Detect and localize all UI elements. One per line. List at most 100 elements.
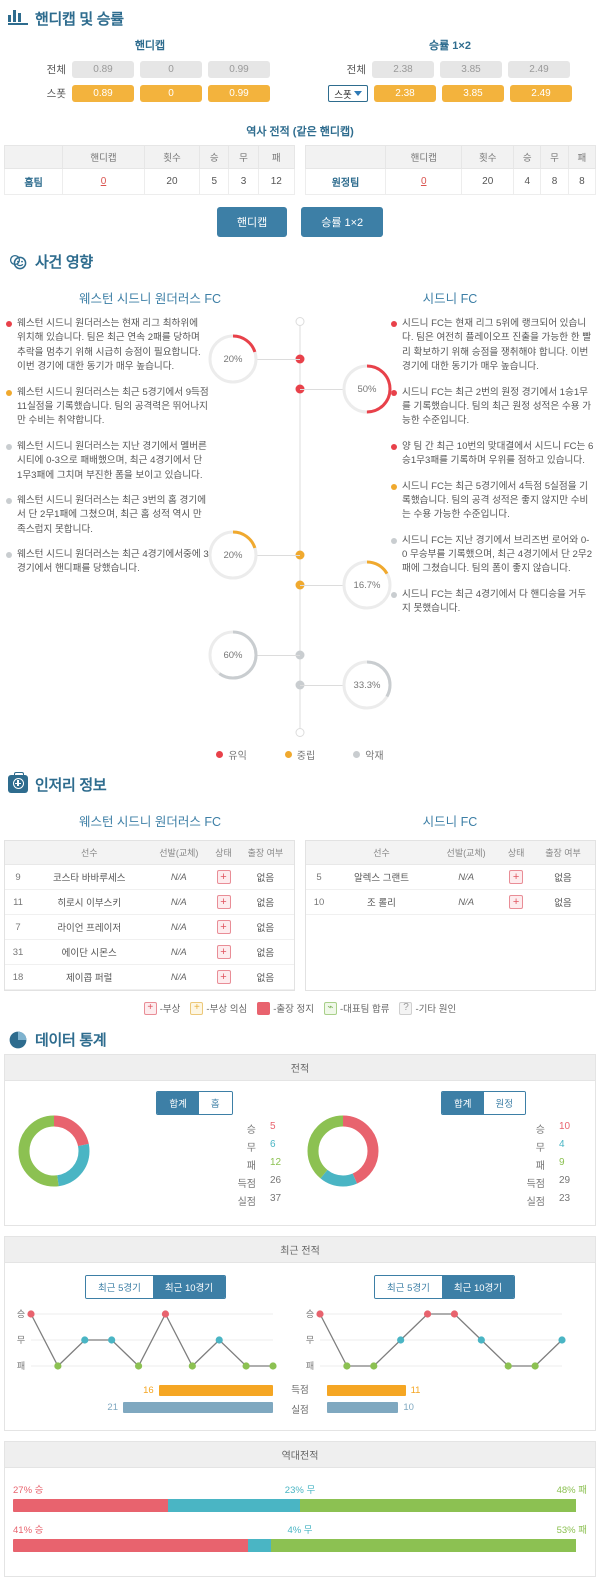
smiley-icon (8, 252, 28, 272)
toggle-option[interactable]: 최근 10경기 (441, 1276, 515, 1298)
record-charts-row: 합계 홈 승 5 무 6 패 12 득점 26 실점 37 합계 원정 승 10 무 4 패 9 득점 29 실점 23 (11, 1091, 589, 1211)
record-values: 합계 원정 승 10 무 4 패 9 득점 29 실점 23 (386, 1091, 589, 1211)
impact-percent-ring: 20% (206, 332, 260, 386)
toggle-option[interactable]: 최근 10경기 (152, 1276, 226, 1298)
player-available: 없음 (236, 889, 294, 915)
injury-legend-item: + -부상 의심 (190, 1001, 247, 1015)
record-scope-toggle[interactable]: 합계 원정 (441, 1091, 526, 1115)
handicap-row-all: 전체 0.89 0 0.99 (0, 61, 300, 78)
handicap-button[interactable]: 핸디캡 (216, 207, 288, 237)
handicap-odds-column: 핸디캡 전체 0.89 0 0.99 스폿 0.89 0 0.99 (0, 35, 300, 109)
record-stat-label: 패 (535, 1161, 545, 1172)
away-handicap-value[interactable]: 0 (385, 168, 463, 195)
record-stat-label: 승 (246, 1125, 256, 1136)
svg-text:패: 패 (17, 1361, 25, 1371)
section-title-event: 사건 영향 (35, 254, 93, 271)
table-row: 7 라이언 프레이저 N/A + 없음 (5, 914, 294, 940)
impact-tone-dot (391, 537, 397, 544)
history-buttons: 핸디캡 승률 1×2 (0, 207, 600, 237)
handicap-spot-v1[interactable]: 0.89 (72, 85, 134, 102)
medical-kit-icon (8, 771, 28, 795)
form-range-toggle[interactable]: 최근 5경기 최근 10경기 (84, 1275, 227, 1299)
toggle-option[interactable]: 합계 (157, 1092, 199, 1114)
handicap-spot-v3[interactable]: 0.99 (208, 85, 270, 102)
player-lineup: N/A (147, 939, 211, 965)
timeline-connector (300, 685, 367, 686)
moneyline-spot-v1[interactable]: 2.38 (374, 85, 436, 102)
player-name: 코스타 바바루세스 (31, 864, 148, 890)
svg-text:패: 패 (306, 1361, 314, 1371)
home-handicap-value[interactable]: 0 (62, 168, 145, 195)
moneyline-all-v1: 2.38 (372, 61, 434, 78)
injury-legend: + -부상 + -부상 의심 -출장 정지 ⌁ -대표팀 합류? -기타 원인 (0, 991, 600, 1021)
player-status: + (501, 864, 531, 890)
record-stat-label: 무 (535, 1143, 545, 1154)
injury-th (5, 841, 31, 865)
timeline-connector (233, 359, 300, 360)
injury-table-away: 선수 선발(교체) 상태 출장 여부 5 알렉스 그랜트 N/A + 없음 10 조 롤리 N/A + 없… (306, 841, 595, 915)
record-scope-toggle[interactable]: 합계 홈 (156, 1091, 233, 1115)
toggle-option[interactable]: 홈 (198, 1092, 232, 1114)
h2h-labels: 27% 승 23% 무 48% 패 (13, 1482, 587, 1496)
form-toggle-wrap: 최근 5경기 최근 10경기 (300, 1273, 589, 1309)
toggle-option[interactable]: 최근 5경기 (374, 1276, 442, 1298)
h2h-track (13, 1499, 587, 1512)
player-number: 31 (5, 939, 31, 965)
timeline-cap-top (295, 317, 305, 326)
toggle-option[interactable]: 합계 (442, 1092, 484, 1114)
home-team-name: 웨스턴 시드니 원더러스 FC (78, 292, 222, 306)
impact-text: 웨스턴 시드니 원더러스는 최근 3번의 홈 경기에서 단 2무1패에 그쳤으며… (17, 494, 207, 535)
injury-th (306, 841, 332, 865)
injury-legend-swatch: ⌁ (323, 1001, 337, 1015)
record-donut-chart (300, 1108, 386, 1194)
impact-tone-dot (391, 483, 397, 490)
chevron-down-icon (353, 91, 362, 96)
impact-tone-dot (391, 443, 397, 450)
record-stat-row: 실점 23 (386, 1193, 581, 1208)
legend-dot (284, 751, 292, 758)
timeline-connector (300, 585, 367, 586)
form-range-toggle[interactable]: 최근 5경기 최근 10경기 (373, 1275, 516, 1299)
player-available: 없음 (236, 864, 294, 890)
timeline-node (295, 650, 305, 660)
player-available: 없음 (531, 864, 595, 890)
form-line-svg: 승무패 (306, 1309, 566, 1371)
handicap-all-v1: 0.89 (72, 61, 134, 78)
injury-home-team-name: 웨스턴 시드니 원더러스 FC (78, 815, 222, 829)
table-row: 11 히로시 이부스키 N/A + 없음 (5, 889, 294, 915)
injury-plus-icon: + (216, 870, 231, 884)
handicap-all-v3: 0.99 (208, 61, 270, 78)
event-impact-item: 양 팀 간 최근 10번의 맞대결에서 시드니 FC는 6승1무3패를 기록하며… (391, 440, 594, 469)
impact-text: 시드니 FC는 최근 5경기에서 4득점 5실점을 기록했습니다. 팀의 공격 … (402, 480, 589, 521)
player-lineup: N/A (147, 889, 211, 915)
impact-percent-ring: 50% (340, 362, 394, 416)
moneyline-spot-v3[interactable]: 2.49 (510, 85, 572, 102)
table-header-row: 선수 선발(교체) 상태 출장 여부 (306, 841, 595, 865)
event-impact-item: 웨스턴 시드니 원더러스는 현재 리그 최하위에 위치해 있습니다. 팀은 최근… (6, 317, 209, 375)
h2h-row: 27% 승 23% 무 48% 패 (13, 1482, 587, 1512)
moneyline-spot-v2[interactable]: 3.85 (442, 85, 504, 102)
bookmaker-select[interactable]: 스폿 (328, 85, 368, 102)
legend-dot (353, 751, 361, 758)
injury-box-away: 선수 선발(교체) 상태 출장 여부 5 알렉스 그랜트 N/A + 없음 10 조 롤리 N/A + 없… (305, 840, 596, 991)
goal-value: 21 (107, 1402, 118, 1413)
panel-recent-title: 최근 전적 (5, 1237, 595, 1263)
injury-legend-label: -부상 (159, 1004, 181, 1015)
injury-legend-swatch: ? (399, 1001, 413, 1015)
impact-tone-dot (6, 321, 12, 327)
h2h-seg-win (13, 1539, 249, 1552)
moneyline-button[interactable]: 승률 1×2 (301, 207, 384, 237)
player-number: 5 (306, 864, 332, 890)
player-name: 제이콥 퍼럴 (31, 964, 148, 990)
record-stat-value: 26 (270, 1175, 282, 1186)
injury-legend-item: -출장 정지 (257, 1001, 314, 1015)
handicap-spot-v2[interactable]: 0 (140, 85, 202, 102)
player-number: 7 (5, 914, 31, 940)
record-stat-value: 12 (270, 1157, 282, 1168)
toggle-option[interactable]: 원정 (483, 1092, 525, 1114)
record-stat-label: 득점 (526, 1179, 545, 1190)
timeline-axis (299, 317, 301, 737)
toggle-option[interactable]: 최근 5경기 (85, 1276, 153, 1298)
